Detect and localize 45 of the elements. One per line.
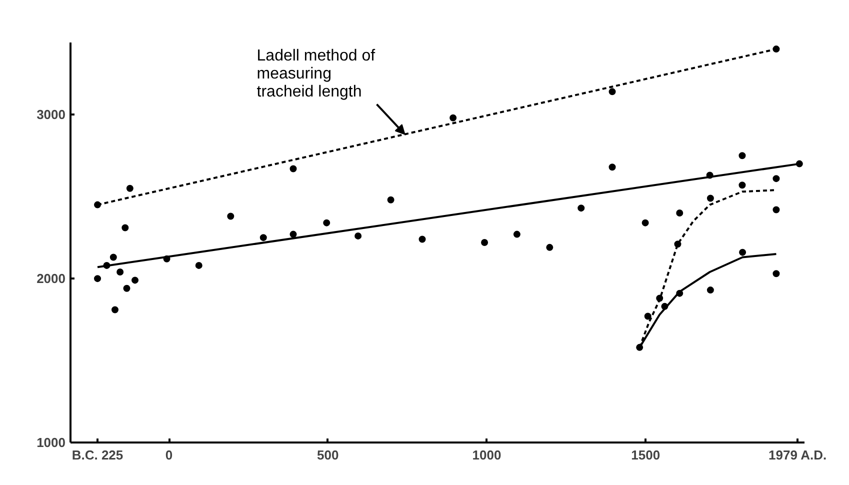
point [738, 152, 746, 160]
point [706, 286, 714, 294]
point [126, 184, 134, 192]
point [387, 196, 394, 204]
point [450, 114, 457, 122]
point [418, 236, 426, 243]
point [772, 270, 780, 278]
point [608, 88, 616, 96]
point [772, 206, 780, 214]
y-tick-label: 2000 [36, 271, 66, 286]
x-tick-label: 1500 [631, 448, 660, 462]
point [608, 164, 616, 171]
point [706, 194, 714, 202]
y-tick-label: 1000 [36, 435, 66, 450]
point [132, 276, 139, 284]
x-tick-label: B.C. 225 [72, 448, 124, 462]
point [739, 248, 746, 256]
point [642, 219, 649, 226]
point [354, 232, 362, 240]
point [123, 284, 130, 292]
x-tick-label: 500 [317, 448, 339, 462]
point [323, 219, 330, 226]
x-tick-label: 1000 [472, 448, 502, 462]
point [122, 224, 129, 232]
annotation: Ladell method of measuring tracheid length [256, 48, 376, 100]
point [260, 234, 267, 242]
point [116, 268, 124, 276]
x-tick-label: 0 [165, 448, 173, 462]
y-tick-label: 3000 [36, 107, 66, 122]
point [772, 175, 780, 182]
point [676, 210, 684, 216]
point [578, 204, 585, 212]
point [738, 182, 746, 189]
point [546, 244, 554, 251]
point [227, 212, 234, 220]
point [644, 312, 652, 320]
point [290, 230, 297, 238]
point [111, 306, 118, 314]
x-tick-label: 1979 A.D. [768, 448, 827, 462]
point [94, 275, 102, 282]
point [481, 239, 488, 246]
point [110, 254, 117, 261]
point [290, 165, 297, 172]
point [195, 262, 202, 269]
point [513, 230, 520, 238]
